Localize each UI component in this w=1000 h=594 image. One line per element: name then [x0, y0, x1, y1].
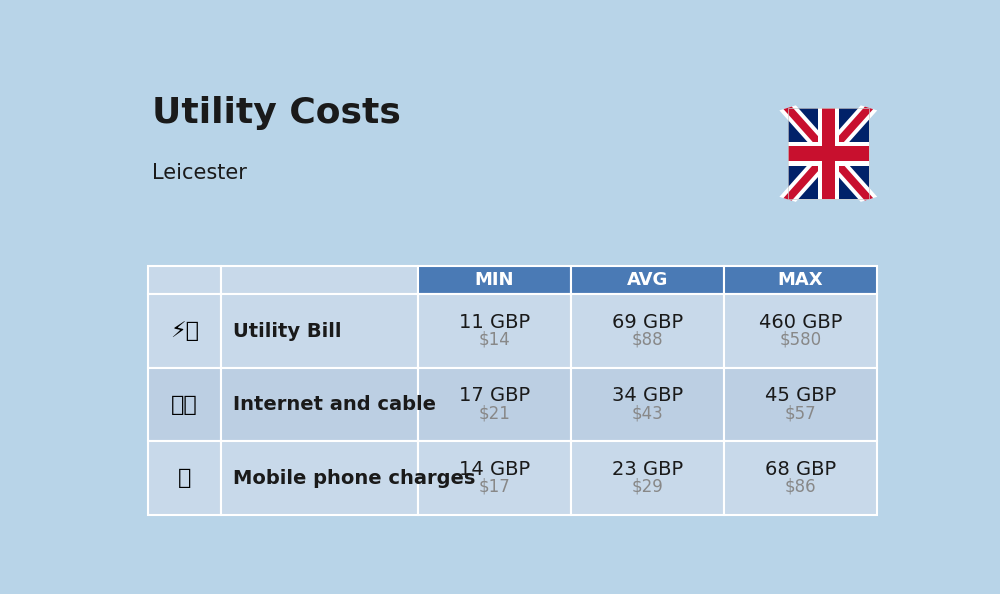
Polygon shape	[779, 105, 877, 202]
Bar	[148, 441, 221, 515]
Text: MAX: MAX	[777, 271, 823, 289]
Text: 460 GBP: 460 GBP	[759, 313, 842, 332]
Bar	[161, 391, 208, 419]
Bar	[148, 368, 221, 441]
Text: Utility Costs: Utility Costs	[152, 96, 401, 131]
Bar	[418, 295, 571, 368]
Polygon shape	[784, 106, 873, 201]
Bar	[418, 441, 571, 515]
Text: 34 GBP: 34 GBP	[612, 386, 683, 405]
Text: Mobile phone charges: Mobile phone charges	[233, 469, 475, 488]
Text: 69 GBP: 69 GBP	[612, 313, 683, 332]
Text: $43: $43	[631, 405, 663, 422]
Bar	[571, 441, 724, 515]
Polygon shape	[784, 106, 873, 201]
Text: MIN: MIN	[475, 271, 514, 289]
Bar	[822, 108, 835, 200]
Text: 68 GBP: 68 GBP	[765, 460, 836, 479]
Bar	[818, 108, 839, 200]
Bar	[221, 266, 418, 295]
Bar	[161, 317, 208, 345]
Bar	[221, 441, 418, 515]
Bar	[418, 266, 571, 295]
Text: $21: $21	[478, 405, 510, 422]
Bar	[221, 368, 418, 441]
Bar	[161, 464, 208, 492]
Bar	[221, 295, 418, 368]
Text: Leicester: Leicester	[152, 163, 247, 183]
Text: $86: $86	[784, 478, 816, 496]
Bar	[148, 266, 221, 295]
Text: $580: $580	[779, 331, 821, 349]
Text: 📶🖨: 📶🖨	[171, 394, 198, 415]
Text: ⚡🔧: ⚡🔧	[170, 321, 199, 341]
Text: $14: $14	[478, 331, 510, 349]
Bar	[724, 441, 877, 515]
Bar	[571, 368, 724, 441]
Bar	[148, 295, 221, 368]
Text: 23 GBP: 23 GBP	[612, 460, 683, 479]
Bar	[571, 266, 724, 295]
Text: AVG: AVG	[627, 271, 668, 289]
Bar	[724, 295, 877, 368]
Bar	[788, 108, 869, 200]
Bar	[788, 142, 869, 166]
Text: $88: $88	[631, 331, 663, 349]
Text: $29: $29	[631, 478, 663, 496]
Bar	[724, 368, 877, 441]
Text: 📱: 📱	[178, 468, 191, 488]
Text: Internet and cable: Internet and cable	[233, 395, 436, 414]
Bar	[788, 108, 869, 200]
Bar	[724, 266, 877, 295]
Text: 11 GBP: 11 GBP	[459, 313, 530, 332]
Bar	[571, 295, 724, 368]
Text: 17 GBP: 17 GBP	[459, 386, 530, 405]
Text: $17: $17	[478, 478, 510, 496]
Text: 45 GBP: 45 GBP	[765, 386, 836, 405]
Text: Utility Bill: Utility Bill	[233, 321, 341, 340]
Polygon shape	[779, 105, 877, 202]
Bar	[788, 146, 869, 161]
Bar	[418, 368, 571, 441]
Text: $57: $57	[784, 405, 816, 422]
Text: 14 GBP: 14 GBP	[459, 460, 530, 479]
